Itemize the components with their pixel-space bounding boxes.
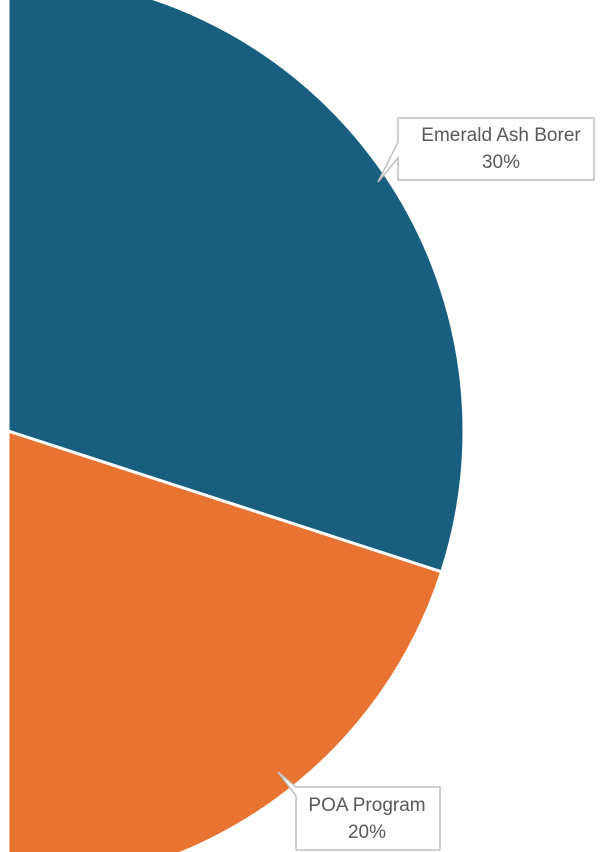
- callout-poa-program: POA Program 20%: [277, 771, 441, 851]
- pie-slices: [6, 0, 466, 852]
- callout-emerald-ash-borer: Emerald Ash Borer 30%: [377, 117, 595, 183]
- callout-box-poa-program: [277, 771, 441, 851]
- callout-label-poa-program: POA Program: [308, 795, 425, 816]
- pie-slice-emerald-ash-borer: [6, 0, 466, 574]
- callout-value-emerald-ash-borer: 30%: [482, 152, 520, 173]
- callout-label-emerald-ash-borer: Emerald Ash Borer: [421, 125, 581, 146]
- callout-box-emerald-ash-borer: [377, 117, 595, 183]
- callout-value-poa-program: 20%: [348, 822, 386, 843]
- pie-slice-poa-program: [6, 429, 444, 852]
